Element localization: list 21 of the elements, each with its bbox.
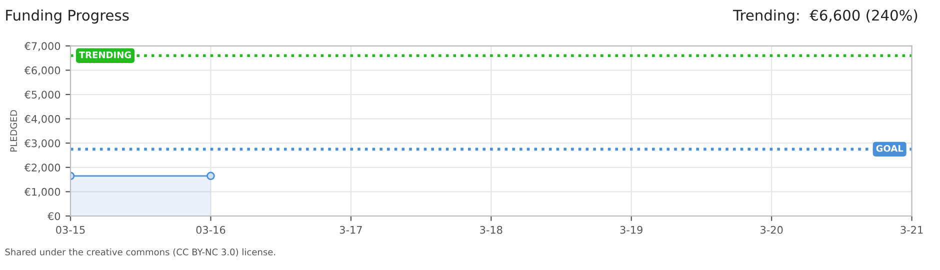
y-tick-label: €7,000 bbox=[24, 42, 60, 52]
x-tick-label: 3-19 bbox=[620, 226, 642, 234]
ref-line-label: GOAL bbox=[876, 144, 904, 152]
x-tick-label: 03-16 bbox=[196, 226, 226, 234]
x-tick-label: 3-18 bbox=[480, 226, 502, 234]
y-tick-label: €3,000 bbox=[24, 139, 60, 148]
y-tick-label: €6,000 bbox=[24, 66, 60, 76]
y-tick-label: €0 bbox=[48, 212, 60, 220]
x-tick-label: 3-20 bbox=[760, 226, 783, 234]
y-axis-title: PLEDGED bbox=[10, 110, 18, 152]
x-tick-label: 03-15 bbox=[56, 226, 85, 234]
x-tick-label: 3-21 bbox=[900, 226, 923, 234]
y-tick-label: €4,000 bbox=[24, 115, 60, 124]
y-tick-label: €5,000 bbox=[24, 90, 60, 100]
y-tick-label: €2,000 bbox=[24, 164, 60, 173]
text: Shared under the creative commons (CC BY-NC 3.0) license. bbox=[5, 248, 276, 256]
ref-line-label: TRENDING bbox=[78, 51, 131, 58]
chart-subtitle: Trending: €6,600 (240%) bbox=[732, 9, 918, 24]
chart-title: Funding Progress bbox=[6, 9, 129, 24]
x-tick-label: 3-17 bbox=[340, 226, 362, 234]
y-tick-label: €1,000 bbox=[24, 188, 60, 197]
